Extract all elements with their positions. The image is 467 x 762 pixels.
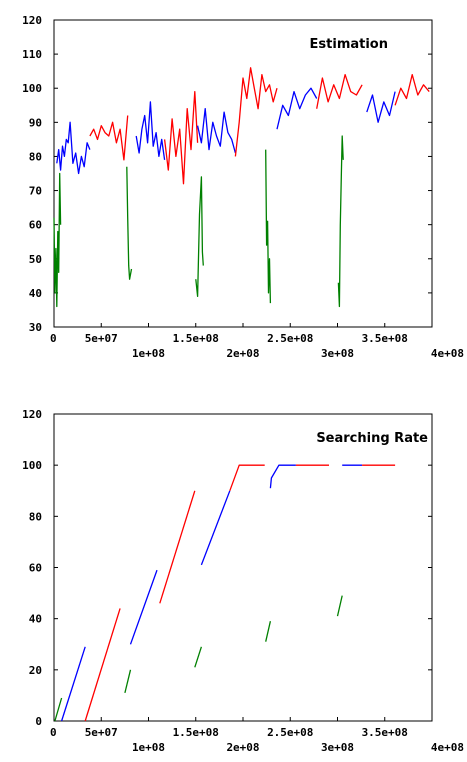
- series-line-9: [229, 464, 265, 492]
- x-tick-label-lower: 4e+08: [431, 347, 464, 360]
- series-line-8: [200, 490, 231, 566]
- x-tick-label-upper: 2.5e+08: [267, 332, 313, 345]
- series-line-7: [276, 87, 318, 130]
- series-line-4: [124, 669, 132, 694]
- series-line-10: [394, 73, 430, 106]
- plot-frame: [53, 19, 433, 328]
- x-tick-label-lower: 1e+08: [132, 741, 165, 754]
- y-tick-label: 50: [29, 253, 42, 266]
- series-line-3: [135, 101, 166, 160]
- y-tick-label: 0: [35, 715, 42, 728]
- x-tick-label-upper: 0: [50, 726, 57, 739]
- series-line-5: [196, 108, 237, 154]
- chart-panel-1: 30 40 50 60 70 80 90 100 110 120 0 5e+07 1.5e+08 2.5e…: [22, 14, 464, 360]
- series-line-15: [337, 135, 344, 308]
- y-tick-label: 100: [22, 82, 42, 95]
- series-line-13: [195, 176, 204, 297]
- y-tick-label: 40: [29, 613, 42, 626]
- x-tick-label-upper: 1.5e+08: [173, 332, 219, 345]
- series-line-9: [366, 91, 396, 123]
- y-tick-label: 80: [29, 150, 42, 163]
- x-tick-label-lower: 4e+08: [431, 741, 464, 754]
- series-line-10: [265, 621, 272, 642]
- x-tick-label-upper: 3.5e+08: [362, 726, 408, 739]
- series-line-1: [56, 121, 91, 175]
- series-line-6: [159, 490, 196, 604]
- x-tick-label-upper: 5e+07: [85, 726, 118, 739]
- x-tick-label-upper: 5e+07: [85, 332, 118, 345]
- y-tick-label: 40: [29, 287, 42, 300]
- y-tick-label: 30: [29, 321, 42, 334]
- y-tick-label: 60: [29, 562, 42, 575]
- x-tick-label-upper: 0: [50, 332, 57, 345]
- y-tick-label: 110: [22, 48, 42, 61]
- series-line-13: [336, 595, 343, 617]
- y-tick-label: 70: [29, 185, 42, 198]
- y-tick-label: 100: [22, 459, 42, 472]
- series-line-7: [194, 646, 203, 668]
- series-line-11: [53, 172, 62, 308]
- series-line-11: [269, 464, 296, 489]
- series-line-8: [316, 73, 363, 109]
- plot-frame: [53, 413, 433, 722]
- chart-title: Searching Rate: [316, 431, 428, 446]
- chart-title: Estimation: [310, 37, 388, 52]
- x-tick-label-lower: 2e+08: [226, 347, 259, 360]
- x-tick-label-lower: 2e+08: [226, 741, 259, 754]
- series-line-5: [129, 569, 158, 645]
- series-line-1: [54, 697, 63, 722]
- y-tick-label: 60: [29, 219, 42, 232]
- y-tick-label: 80: [29, 510, 42, 523]
- y-tick-label: 20: [29, 664, 42, 677]
- series-line-4: [163, 90, 199, 185]
- x-tick-label-lower: 3e+08: [321, 741, 354, 754]
- chart-panel-2: 0 20 40 60 80 100 120 0 5e+07 1.5e+08 2.5e+08 3.5e+…: [22, 408, 464, 754]
- y-tick-label: 120: [22, 408, 42, 421]
- x-tick-label-lower: 1e+08: [132, 347, 165, 360]
- series-line-6: [234, 67, 278, 157]
- x-tick-label-upper: 2.5e+08: [267, 726, 313, 739]
- x-tick-label-upper: 3.5e+08: [362, 332, 408, 345]
- series-line-14: [265, 149, 272, 304]
- series-line-12: [126, 166, 133, 280]
- x-tick-label-lower: 3e+08: [321, 347, 354, 360]
- x-tick-label-upper: 1.5e+08: [173, 726, 219, 739]
- y-tick-label: 90: [29, 116, 42, 129]
- y-tick-label: 120: [22, 14, 42, 27]
- series-line-3: [84, 608, 121, 722]
- series-line-2: [89, 115, 129, 161]
- series-line-2: [60, 646, 86, 722]
